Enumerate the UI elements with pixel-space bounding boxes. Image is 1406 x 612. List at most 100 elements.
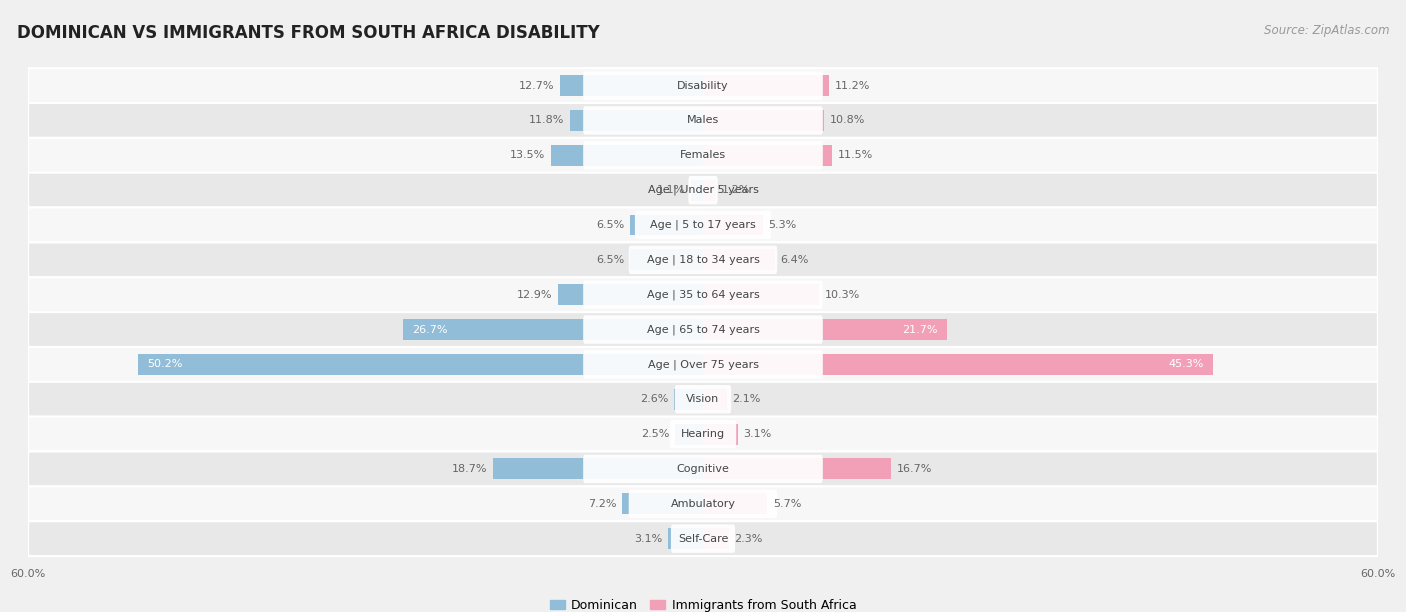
Text: Age | 18 to 34 years: Age | 18 to 34 years (647, 255, 759, 265)
FancyBboxPatch shape (28, 68, 1378, 103)
Text: DOMINICAN VS IMMIGRANTS FROM SOUTH AFRICA DISABILITY: DOMINICAN VS IMMIGRANTS FROM SOUTH AFRIC… (17, 24, 599, 42)
FancyBboxPatch shape (28, 312, 1378, 347)
Text: Disability: Disability (678, 81, 728, 91)
Text: Source: ZipAtlas.com: Source: ZipAtlas.com (1264, 24, 1389, 37)
Text: Ambulatory: Ambulatory (671, 499, 735, 509)
Bar (558, 284, 703, 305)
Text: 2.6%: 2.6% (640, 394, 668, 405)
Text: 5.7%: 5.7% (773, 499, 801, 509)
Text: 6.5%: 6.5% (596, 255, 624, 265)
Bar (551, 145, 703, 166)
FancyBboxPatch shape (28, 173, 1378, 207)
Bar (703, 528, 728, 549)
FancyBboxPatch shape (583, 141, 823, 170)
Text: 5.3%: 5.3% (768, 220, 796, 230)
Text: Age | 5 to 17 years: Age | 5 to 17 years (650, 220, 756, 230)
Text: 12.9%: 12.9% (517, 289, 553, 300)
Text: Cognitive: Cognitive (676, 464, 730, 474)
FancyBboxPatch shape (28, 242, 1378, 277)
Bar (703, 180, 717, 201)
FancyBboxPatch shape (28, 382, 1378, 417)
Bar (703, 493, 768, 514)
Text: 50.2%: 50.2% (148, 359, 183, 370)
Bar (703, 215, 762, 236)
FancyBboxPatch shape (28, 103, 1378, 138)
Text: 45.3%: 45.3% (1168, 359, 1204, 370)
FancyBboxPatch shape (583, 280, 823, 309)
FancyBboxPatch shape (669, 420, 737, 449)
Bar (402, 319, 703, 340)
Text: Age | Over 75 years: Age | Over 75 years (648, 359, 758, 370)
Bar (703, 424, 738, 444)
Text: Vision: Vision (686, 394, 720, 405)
Bar (703, 110, 824, 131)
FancyBboxPatch shape (583, 350, 823, 379)
FancyBboxPatch shape (28, 138, 1378, 173)
Text: 18.7%: 18.7% (451, 464, 486, 474)
Text: 7.2%: 7.2% (588, 499, 616, 509)
Text: Self-Care: Self-Care (678, 534, 728, 543)
Bar (630, 249, 703, 271)
Bar (138, 354, 703, 375)
Text: 3.1%: 3.1% (634, 534, 662, 543)
Bar (703, 284, 818, 305)
Text: Age | 35 to 64 years: Age | 35 to 64 years (647, 289, 759, 300)
Text: Age | Under 5 years: Age | Under 5 years (648, 185, 758, 195)
Text: Males: Males (688, 116, 718, 125)
Text: Females: Females (681, 151, 725, 160)
Bar (492, 458, 703, 479)
Text: 2.3%: 2.3% (734, 534, 763, 543)
Text: 6.4%: 6.4% (780, 255, 808, 265)
Text: 3.1%: 3.1% (744, 429, 772, 439)
FancyBboxPatch shape (28, 277, 1378, 312)
Text: 10.3%: 10.3% (824, 289, 859, 300)
Bar (703, 389, 727, 409)
Text: 26.7%: 26.7% (412, 324, 447, 335)
FancyBboxPatch shape (671, 524, 735, 553)
Bar (673, 389, 703, 409)
FancyBboxPatch shape (28, 417, 1378, 452)
Text: 6.5%: 6.5% (596, 220, 624, 230)
FancyBboxPatch shape (28, 452, 1378, 487)
Text: 2.5%: 2.5% (641, 429, 669, 439)
Text: 10.8%: 10.8% (830, 116, 866, 125)
Text: 11.2%: 11.2% (835, 81, 870, 91)
Text: 13.5%: 13.5% (510, 151, 546, 160)
FancyBboxPatch shape (28, 487, 1378, 521)
FancyBboxPatch shape (675, 385, 731, 414)
Legend: Dominican, Immigrants from South Africa: Dominican, Immigrants from South Africa (544, 594, 862, 612)
Text: 1.2%: 1.2% (723, 185, 751, 195)
Text: 1.1%: 1.1% (657, 185, 685, 195)
FancyBboxPatch shape (628, 490, 778, 518)
FancyBboxPatch shape (628, 245, 778, 274)
FancyBboxPatch shape (28, 521, 1378, 556)
Text: 2.1%: 2.1% (733, 394, 761, 405)
Bar (690, 180, 703, 201)
Bar (630, 215, 703, 236)
FancyBboxPatch shape (583, 315, 823, 344)
FancyBboxPatch shape (28, 347, 1378, 382)
Text: 11.5%: 11.5% (838, 151, 873, 160)
FancyBboxPatch shape (28, 207, 1378, 242)
Bar (703, 75, 830, 96)
Bar (703, 249, 775, 271)
Bar (571, 110, 703, 131)
Bar (668, 528, 703, 549)
Text: 11.8%: 11.8% (529, 116, 565, 125)
Bar (675, 424, 703, 444)
Text: 16.7%: 16.7% (897, 464, 932, 474)
FancyBboxPatch shape (583, 106, 823, 135)
Text: 21.7%: 21.7% (903, 324, 938, 335)
FancyBboxPatch shape (583, 455, 823, 483)
Bar (560, 75, 703, 96)
Bar (703, 458, 891, 479)
FancyBboxPatch shape (636, 211, 770, 239)
Bar (703, 145, 832, 166)
Text: Age | 65 to 74 years: Age | 65 to 74 years (647, 324, 759, 335)
FancyBboxPatch shape (689, 176, 717, 204)
Text: 12.7%: 12.7% (519, 81, 554, 91)
Bar (703, 354, 1212, 375)
FancyBboxPatch shape (583, 72, 823, 100)
Text: Hearing: Hearing (681, 429, 725, 439)
Bar (621, 493, 703, 514)
